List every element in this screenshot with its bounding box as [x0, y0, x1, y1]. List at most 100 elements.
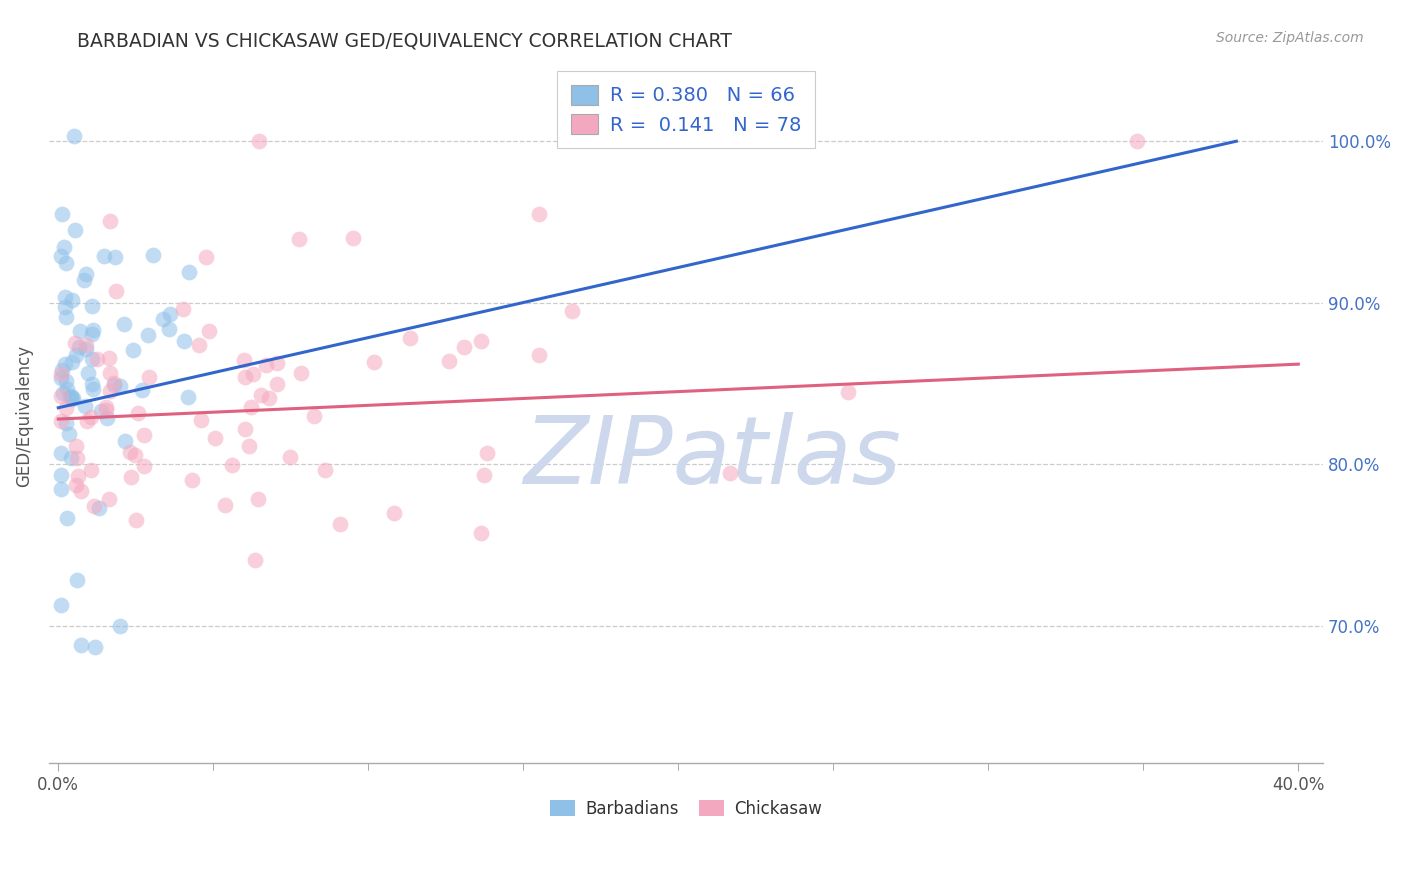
Point	[67, 340, 90, 354]
Point	[187, 338, 209, 352]
Point	[131, 383, 153, 397]
Point	[80, 463, 103, 477]
Text: BARBADIAN VS CHICKASAW GED/EQUIVALENCY CORRELATION CHART: BARBADIAN VS CHICKASAW GED/EQUIVALENCY C…	[77, 31, 733, 50]
Point	[65, 450, 87, 465]
Point	[76, 366, 98, 380]
Point	[104, 251, 127, 265]
Point	[242, 368, 264, 382]
Point	[195, 250, 218, 264]
Point	[93, 248, 115, 262]
Point	[62, 391, 84, 405]
Point	[82, 382, 104, 396]
Point	[142, 248, 165, 262]
Point	[51, 598, 73, 612]
Point	[177, 390, 200, 404]
Point	[51, 249, 73, 263]
Point	[60, 392, 83, 407]
Point	[73, 273, 96, 287]
Point	[51, 207, 73, 221]
Point	[124, 448, 146, 462]
Text: Source: ZipAtlas.com: Source: ZipAtlas.com	[1216, 31, 1364, 45]
Point	[198, 324, 221, 338]
Point	[437, 354, 460, 368]
Point	[52, 385, 75, 400]
Point	[98, 214, 121, 228]
Point	[98, 384, 121, 398]
Point	[290, 366, 312, 380]
Point	[177, 265, 200, 279]
Point	[82, 327, 104, 342]
Point	[60, 450, 83, 465]
Point	[51, 482, 73, 496]
Point	[65, 439, 87, 453]
Point	[302, 409, 325, 423]
Point	[108, 378, 131, 392]
Point	[97, 351, 120, 366]
Point	[69, 324, 91, 338]
Point	[110, 619, 132, 633]
Point	[103, 377, 125, 392]
Point	[470, 334, 492, 348]
Point	[65, 223, 87, 237]
Point	[561, 304, 583, 318]
Point	[204, 432, 226, 446]
Point	[53, 357, 76, 371]
Point	[278, 450, 301, 465]
Point	[51, 371, 73, 385]
Point	[55, 416, 77, 430]
Point	[55, 383, 77, 397]
Point	[125, 513, 148, 527]
Point	[314, 462, 336, 476]
Point	[65, 348, 87, 362]
Point	[60, 389, 83, 403]
Point	[233, 370, 256, 384]
Point	[51, 363, 73, 377]
Text: ZIPatlas: ZIPatlas	[523, 412, 900, 503]
Point	[75, 338, 97, 352]
Point	[470, 526, 492, 541]
Point	[247, 134, 270, 148]
Point	[243, 553, 266, 567]
Point	[214, 498, 236, 512]
Point	[82, 323, 104, 337]
Point	[190, 413, 212, 427]
Point	[59, 390, 82, 404]
Point	[53, 290, 76, 304]
Point	[250, 388, 273, 402]
Point	[51, 414, 73, 428]
Point	[172, 302, 194, 317]
Point	[233, 352, 256, 367]
Y-axis label: GED/Equivalency: GED/Equivalency	[15, 345, 32, 487]
Point	[159, 307, 181, 321]
Point	[288, 231, 311, 245]
Point	[120, 445, 142, 459]
Point	[56, 511, 79, 525]
Point	[98, 366, 121, 380]
Point	[55, 310, 77, 325]
Point	[65, 573, 87, 587]
Point	[157, 322, 180, 336]
Point	[122, 343, 145, 358]
Point	[472, 468, 495, 483]
Point	[266, 356, 288, 370]
Point	[477, 445, 499, 459]
Point	[86, 351, 108, 366]
Point	[60, 293, 83, 307]
Point	[51, 389, 73, 403]
Point	[382, 506, 405, 520]
Point	[246, 492, 269, 507]
Point	[80, 352, 103, 367]
Point	[51, 445, 73, 459]
Point	[238, 439, 260, 453]
Point	[60, 355, 83, 369]
Point	[69, 484, 91, 499]
Point	[96, 411, 118, 425]
Point	[132, 459, 155, 474]
Point	[138, 370, 160, 384]
Point	[180, 473, 202, 487]
Point	[70, 638, 93, 652]
Point	[83, 499, 105, 513]
Point	[529, 348, 551, 362]
Point	[51, 367, 73, 381]
Point	[132, 428, 155, 442]
